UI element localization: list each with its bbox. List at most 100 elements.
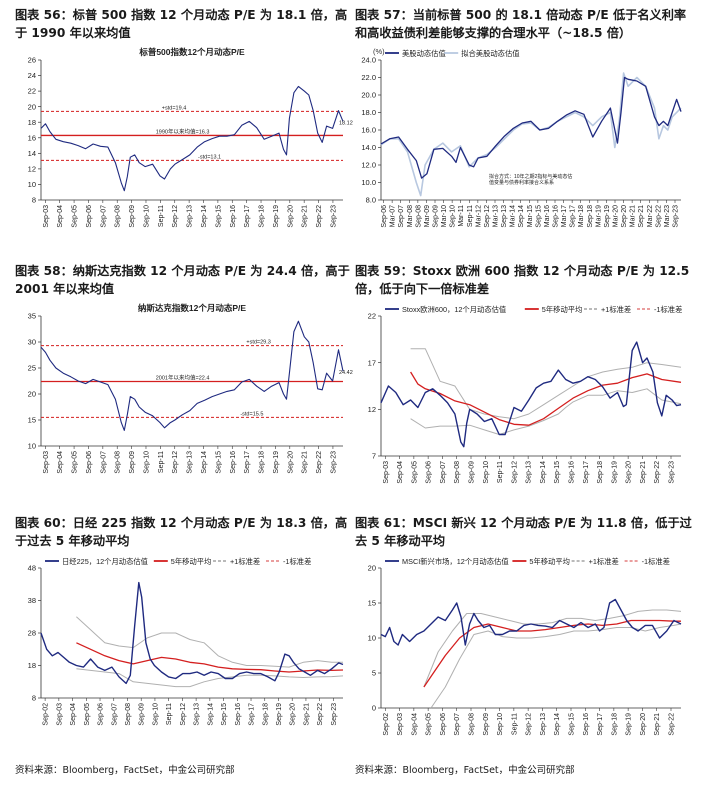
y-tick-label: 25 <box>28 364 36 373</box>
y-tick-label: 5 <box>372 669 376 678</box>
pe-chart-msci-em: MSCI新兴市场，12个月动态估值 5年移动平均 +1标准差 -1标准差 0 5 10 15 2… <box>368 557 682 736</box>
x-tick-label: Sep-07 <box>100 205 107 228</box>
x-tick-label: Mar-13 <box>493 205 500 227</box>
series-line <box>40 581 344 685</box>
x-tick-label: Sep-19 <box>276 703 283 726</box>
x-tick-label: Sep-05 <box>411 461 418 484</box>
x-tick-label: Sep-20 <box>621 205 628 228</box>
x-tick-label: Sep-20 <box>626 461 633 484</box>
x-tick-label: Sep-20 <box>287 205 294 228</box>
x-tick-label: Sep-13 <box>526 461 533 484</box>
x-tick-label: Sep-09 <box>129 205 136 228</box>
x-tick-label: Sep-10 <box>497 713 504 736</box>
x-tick-label: Sep-22 <box>654 461 661 484</box>
x-tick-label: Mar-18 <box>578 205 585 227</box>
pe-chart-stoxx600: Stoxx欧洲600，12个月动态估值 5年移动平均 +1标准差 -1标准差 7 12 17… <box>368 305 683 484</box>
chart-caption-56: 图表 56：标普 500 指数 12 个月动态 P/E 为 18.1 倍，高于 … <box>15 8 348 40</box>
x-tick-label: Sep-06 <box>98 703 105 726</box>
series-line <box>40 320 344 431</box>
y-tick-label: 8.0 <box>366 196 376 205</box>
x-tick-label: Sep-08 <box>469 713 476 736</box>
reference-line-label: 1990年以来均值=16.3 <box>156 127 210 135</box>
x-tick-label: Sep-10 <box>450 205 457 228</box>
x-tick-label: Sep-10 <box>143 451 150 474</box>
x-tick-label: Mar-21 <box>630 205 637 227</box>
x-tick-label: Mar-15 <box>527 205 534 227</box>
chart-note: 值变量与债券利率接合义系系 <box>489 179 554 186</box>
legend-label: 拟合美股动态估值 <box>461 49 519 58</box>
series-line <box>410 388 682 435</box>
x-tick-label: Sep-16 <box>230 205 237 228</box>
series-line <box>380 598 682 646</box>
x-tick-label: Sep-16 <box>235 703 242 726</box>
reference-line-label: -std=13.1 <box>198 154 221 160</box>
x-tick-label: Sep-19 <box>611 461 618 484</box>
x-tick-label: Sep-12 <box>172 205 179 228</box>
legend-label: -1标准差 <box>642 557 670 566</box>
pe-chart-nasdaq: 纳斯达克指数12个月动态P/E 10 15 20 25 30 35 Sep-03 Sep-04 S… <box>28 303 353 474</box>
x-tick-label: Sep-20 <box>290 703 297 726</box>
x-tick-label: Sep-12 <box>172 451 179 474</box>
legend-label: Stoxx欧洲600，12个月动态估值 <box>402 305 506 314</box>
x-tick-label: Sep-14 <box>518 205 525 228</box>
y-tick-label: 20 <box>28 102 36 111</box>
x-tick-label: Sep-05 <box>72 451 79 474</box>
x-tick-label: Sep-03 <box>43 451 50 474</box>
x-tick-label: Sep-04 <box>57 451 64 474</box>
chart-note: 拟合方式：10年之期2指标与美动态估 <box>489 173 572 180</box>
x-tick-label: Sep-08 <box>125 703 132 726</box>
x-tick-label: Sep-16 <box>569 461 576 484</box>
y-tick-label: 38 <box>28 596 36 605</box>
y-unit-label: (%) <box>373 47 385 56</box>
reference-line-label: +std=29.3 <box>246 340 270 346</box>
x-tick-label: Mar-20 <box>613 205 620 227</box>
series-line <box>76 642 344 673</box>
x-tick-label: Sep-10 <box>143 205 150 228</box>
x-tick-label: Sep-07 <box>398 205 405 228</box>
x-tick-label: Sep-23 <box>673 205 680 228</box>
x-tick-label: Sep-22 <box>317 703 324 726</box>
x-tick-label: Sep-11 <box>467 205 474 227</box>
y-tick-label: 20 <box>368 564 376 573</box>
x-tick-label: Sep-02 <box>43 703 50 726</box>
x-tick-label: Sep-06 <box>381 205 388 228</box>
chart-title: 纳斯达克指数12个月动态P/E <box>138 303 246 313</box>
chart-panel-58: 图表 58：纳斯达克指数 12 个月动态 P/E 为 24.4 倍，高于 200… <box>15 262 355 502</box>
pe-chart-sp500: 标普500指数12个月动态P/E 8 10 12 14 16 18 20 22 24 26 Sep-0… <box>28 47 353 228</box>
x-tick-label: Sep-15 <box>221 703 228 726</box>
x-tick-label: Sep-12 <box>511 461 518 484</box>
reference-line-label: 2001年以来均值=22.4 <box>156 374 210 382</box>
legend-label: 5年移动平均 <box>171 557 212 566</box>
x-tick-label: Sep-16 <box>553 205 560 228</box>
x-tick-label: Sep-03 <box>383 461 390 484</box>
x-tick-label: Sep-17 <box>597 713 604 736</box>
x-tick-label: Sep-21 <box>303 703 310 726</box>
x-tick-label: Sep-23 <box>669 461 676 484</box>
legend-label: +1标准差 <box>589 557 619 566</box>
y-tick-label: 18 <box>28 118 36 127</box>
x-tick-label: Sep-15 <box>569 713 576 736</box>
chart-panel-60: 图表 60：日经 225 指数 12 个月动态 P/E 为 18.3 倍，高于过… <box>15 514 355 754</box>
legend-label: +1标准差 <box>601 305 631 314</box>
x-tick-label: Sep-18 <box>262 703 269 726</box>
x-tick-label: Sep-05 <box>84 703 91 726</box>
end-value-label: 18.12 <box>339 120 353 126</box>
y-tick-label: 7 <box>372 452 376 461</box>
y-tick-label: 22 <box>28 87 36 96</box>
series-line <box>380 76 682 179</box>
series-line <box>410 371 682 426</box>
series-line <box>430 623 682 709</box>
x-tick-label: Sep-07 <box>454 713 461 736</box>
x-tick-label: Sep-09 <box>139 703 146 726</box>
x-tick-label: Mar-10 <box>441 205 448 227</box>
y-tick-label: 22 <box>368 312 376 321</box>
series-line <box>76 616 343 668</box>
x-tick-label: Sep-10 <box>152 703 159 726</box>
legend-label: 5年移动平均 <box>529 557 570 566</box>
x-tick-label: Sep-03 <box>56 703 63 726</box>
x-tick-label: Mar-22 <box>647 205 654 227</box>
y-tick-label: 20.0 <box>361 91 376 100</box>
x-tick-label: Sep-21 <box>302 205 309 228</box>
x-tick-label: Sep-04 <box>57 205 64 228</box>
x-tick-label: Mar-14 <box>510 205 517 227</box>
